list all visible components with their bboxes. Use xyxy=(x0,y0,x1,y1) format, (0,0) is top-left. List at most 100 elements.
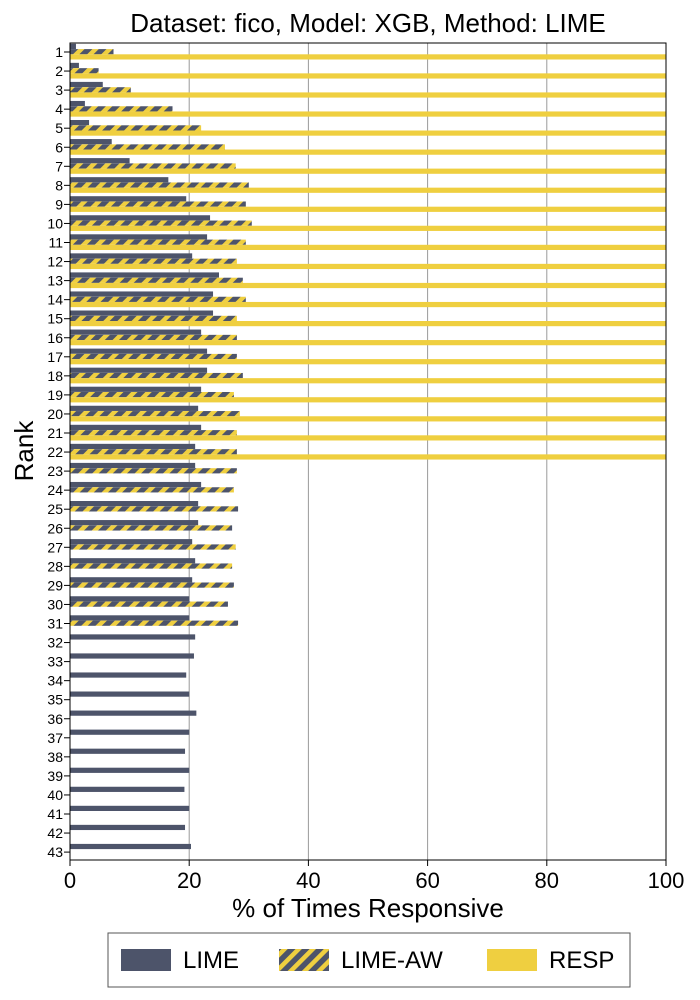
y-tick-label-27: 27 xyxy=(47,539,63,555)
bar-lime-aw-rank-12 xyxy=(70,258,237,264)
bar-lime-rank-22 xyxy=(70,443,196,450)
bar-lime-rank-29 xyxy=(70,577,193,583)
y-tick-label-16: 16 xyxy=(47,330,63,346)
bar-resp-rank-8 xyxy=(70,187,666,193)
bar-lime-rank-38 xyxy=(70,748,186,754)
grid-lines xyxy=(188,43,548,860)
bar-resp-rank-10 xyxy=(70,225,666,231)
bar-resp-rank-19 xyxy=(70,397,666,403)
bar-resp-rank-3 xyxy=(70,92,666,98)
bar-lime-rank-27 xyxy=(70,539,193,545)
bar-lime-rank-12 xyxy=(70,253,193,259)
legend-label-lime: LIME xyxy=(183,947,239,974)
y-tick-label-42: 42 xyxy=(47,825,63,841)
chart-title: Dataset: fico, Model: XGB, Method: LIME xyxy=(130,8,605,38)
y-tick-label-1: 1 xyxy=(55,44,63,60)
y-tick-label-15: 15 xyxy=(47,311,63,327)
bar-lime-aw-rank-22 xyxy=(70,449,237,455)
y-tick-label-41: 41 xyxy=(47,806,63,822)
bar-lime-aw-rank-4 xyxy=(70,106,173,112)
x-tick-label-40: 40 xyxy=(296,868,320,893)
x-tick-label-0: 0 xyxy=(64,868,76,893)
bar-lime-rank-7 xyxy=(70,158,130,164)
bar-resp-rank-14 xyxy=(70,301,666,308)
bar-lime-rank-34 xyxy=(70,672,187,678)
bar-lime-aw-rank-7 xyxy=(70,163,236,169)
bar-lime-aw-rank-3 xyxy=(70,87,131,93)
y-tick-label-32: 32 xyxy=(47,635,63,651)
y-tick-label-34: 34 xyxy=(47,673,63,689)
x-tick-label-20: 20 xyxy=(177,868,201,893)
legend-swatch-lime-aw xyxy=(279,949,329,971)
y-tick-label-24: 24 xyxy=(47,482,63,498)
bar-lime-rank-35 xyxy=(70,691,190,697)
bar-lime-rank-1 xyxy=(70,43,76,49)
y-tick-label-38: 38 xyxy=(47,749,63,765)
bar-lime-aw-rank-27 xyxy=(70,544,236,550)
bar-lime-rank-18 xyxy=(70,367,208,373)
bar-lime-rank-11 xyxy=(70,234,208,240)
bar-lime-rank-40 xyxy=(70,786,185,792)
bar-resp-rank-18 xyxy=(70,378,666,384)
bar-resp-rank-6 xyxy=(70,149,666,155)
x-tick-label-60: 60 xyxy=(415,868,439,893)
bar-resp-rank-4 xyxy=(70,111,666,117)
bar-lime-rank-19 xyxy=(70,386,202,392)
y-tick-label-30: 30 xyxy=(47,596,63,612)
bar-resp-rank-2 xyxy=(70,73,666,79)
bar-lime-rank-24 xyxy=(70,481,202,488)
bar-lime-rank-4 xyxy=(70,100,85,107)
y-tick-label-40: 40 xyxy=(47,787,63,803)
bar-lime-aw-rank-5 xyxy=(70,125,202,131)
y-tick-label-39: 39 xyxy=(47,768,63,784)
bar-lime-aw-rank-20 xyxy=(70,411,240,417)
bar-lime-aw-rank-15 xyxy=(70,315,237,321)
y-tick-label-31: 31 xyxy=(47,616,63,632)
bar-lime-rank-26 xyxy=(70,520,199,526)
bar-lime-aw-rank-9 xyxy=(70,201,246,207)
bar-lime-aw-rank-10 xyxy=(70,220,252,226)
bar-lime-rank-33 xyxy=(70,653,194,659)
bar-lime-rank-15 xyxy=(70,310,214,316)
y-tick-label-26: 26 xyxy=(47,520,63,536)
bar-lime-aw-rank-23 xyxy=(70,468,237,474)
bar-resp-rank-22 xyxy=(70,454,666,460)
y-tick-label-37: 37 xyxy=(47,730,63,746)
bar-lime-aw-rank-18 xyxy=(70,372,243,379)
bar-lime-aw-rank-28 xyxy=(70,563,233,569)
bar-lime-rank-6 xyxy=(70,139,112,145)
y-tick-label-12: 12 xyxy=(47,254,63,270)
bar-lime-aw-rank-6 xyxy=(70,144,225,150)
bar-resp-rank-7 xyxy=(70,168,666,174)
bar-lime-aw-rank-24 xyxy=(70,487,234,493)
bar-lime-aw-rank-21 xyxy=(70,430,237,436)
bar-lime-rank-5 xyxy=(70,120,90,126)
legend-swatch-lime xyxy=(121,949,171,971)
legend-label-resp: RESP xyxy=(549,947,614,974)
y-tick-label-21: 21 xyxy=(47,425,63,441)
bar-lime-aw-rank-14 xyxy=(70,296,246,302)
y-tick-label-36: 36 xyxy=(47,711,63,727)
y-tick-label-8: 8 xyxy=(55,177,63,193)
bar-resp-rank-5 xyxy=(70,130,666,136)
bar-lime-rank-32 xyxy=(70,634,196,640)
bar-lime-rank-8 xyxy=(70,177,169,183)
bar-lime-aw-rank-29 xyxy=(70,582,234,588)
y-tick-label-43: 43 xyxy=(47,844,63,860)
y-tick-label-5: 5 xyxy=(55,120,63,136)
bar-lime-rank-17 xyxy=(70,348,208,354)
bar-lime-rank-39 xyxy=(70,767,190,773)
bar-lime-aw-rank-13 xyxy=(70,277,243,283)
y-tick-label-13: 13 xyxy=(47,273,63,289)
y-tick-label-10: 10 xyxy=(47,215,63,231)
bar-lime-aw-rank-19 xyxy=(70,392,234,398)
bar-resp-rank-11 xyxy=(70,244,666,250)
y-tick-label-28: 28 xyxy=(47,558,63,574)
bar-lime-aw-rank-1 xyxy=(70,49,114,55)
bar-resp-rank-9 xyxy=(70,206,666,212)
bar-lime-rank-10 xyxy=(70,215,211,221)
bars xyxy=(70,43,666,850)
bar-resp-rank-1 xyxy=(70,54,666,60)
y-axis-label: Rank xyxy=(9,420,39,482)
